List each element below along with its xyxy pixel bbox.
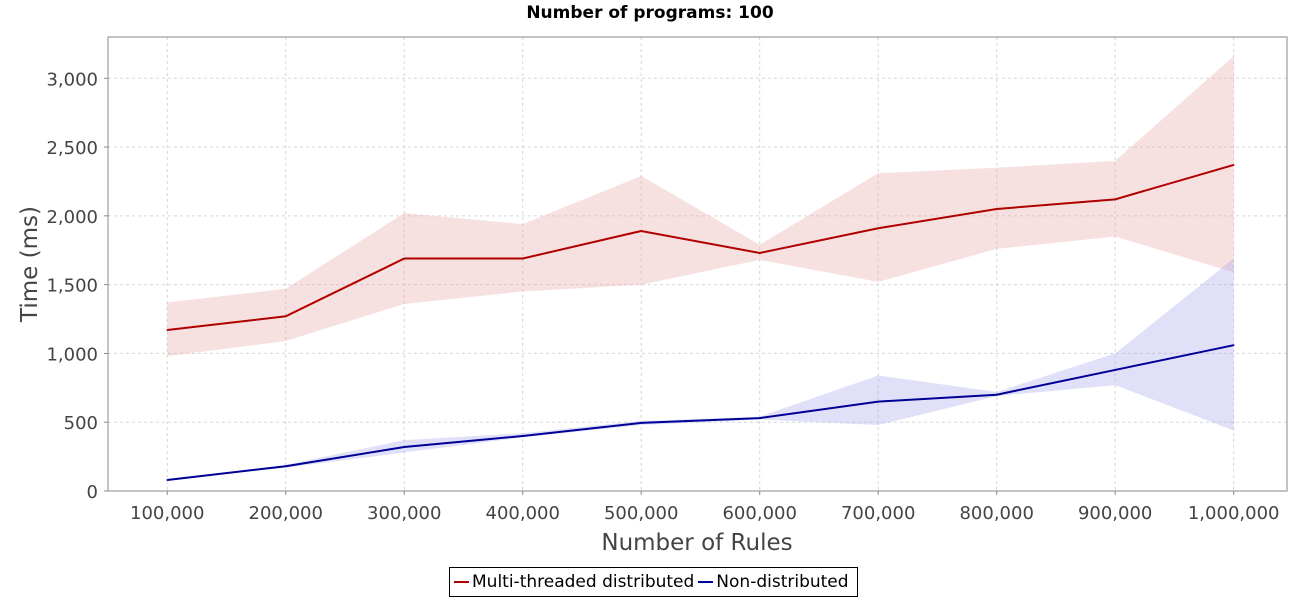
legend-label-non-distributed: Non-distributed [716,572,849,592]
x-tick-label: 800,000 [959,503,1033,524]
y-tick-label: 3,000 [46,69,98,90]
band-series-0 [167,56,1234,357]
point-series-0 [1232,164,1235,166]
y-axis-label: Time (ms) [17,206,43,323]
point-series-0 [521,257,524,260]
legend-item-multi-threaded: Multi-threaded distributed [454,572,694,592]
x-tick-label: 700,000 [841,503,915,524]
legend-label-multi-threaded: Multi-threaded distributed [472,572,695,592]
legend-item-non-distributed: Non-distributed [698,572,849,592]
x-tick-label: 500,000 [604,503,678,524]
y-axis-ticks: 0 500 1,000 1,500 2,000 2,500 3,000 [46,69,108,503]
point-series-0 [1114,198,1116,201]
y-tick-label: 1,500 [46,276,98,297]
line-series-0 [167,163,1234,332]
legend: Multi-threaded distributed Non-distribut… [449,567,858,597]
point-series-1 [640,422,643,424]
point-series-0 [877,227,880,230]
y-tick-label: 2,000 [46,207,98,228]
x-tick-label: 100,000 [130,503,204,524]
x-tick-label: 1,000,000 [1188,503,1280,524]
point-series-1 [521,435,524,437]
point-series-1 [995,393,998,396]
plot-area-border [107,36,1288,492]
point-series-1 [403,446,406,448]
point-series-1 [1114,369,1116,371]
point-series-1 [1232,344,1235,346]
point-series-1 [284,465,287,468]
chart-title: Number of programs: 100 [526,3,774,23]
series-lines [166,163,1235,481]
x-tick-label: 400,000 [486,503,560,524]
x-axis-label: Number of Rules [601,530,792,556]
x-tick-label: 900,000 [1078,503,1152,524]
point-series-1 [758,417,761,419]
legend-swatch-non-distributed [698,581,714,583]
point-series-0 [403,257,406,260]
point-series-1 [166,479,169,481]
point-series-0 [758,252,761,254]
y-tick-label: 2,500 [46,138,98,159]
y-tick-label: 1,000 [46,344,98,365]
point-series-0 [995,208,998,210]
x-axis-ticks: 100,000 200,000 300,000 400,000 500,000 600,0… [130,491,1279,524]
y-tick-label: 0 [87,482,98,503]
point-series-0 [166,329,169,331]
point-series-0 [640,230,643,232]
x-tick-label: 300,000 [367,503,441,524]
point-series-0 [284,315,287,318]
line-series-1 [167,344,1234,481]
legend-swatch-multi-threaded [454,581,469,583]
confidence-bands [167,56,1234,480]
x-tick-label: 600,000 [722,503,796,524]
point-series-1 [877,400,880,403]
y-tick-label: 500 [64,413,98,434]
x-tick-label: 200,000 [249,503,323,524]
